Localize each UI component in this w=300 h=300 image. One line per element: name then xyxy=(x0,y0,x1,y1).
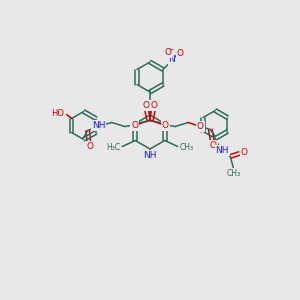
Text: O: O xyxy=(131,121,138,130)
Text: +: + xyxy=(172,54,178,59)
Text: NH: NH xyxy=(215,146,229,155)
Text: O: O xyxy=(197,122,204,131)
Text: HO: HO xyxy=(52,109,64,118)
Text: O: O xyxy=(142,101,149,110)
Text: O: O xyxy=(176,49,184,58)
Text: O: O xyxy=(151,101,158,110)
Text: NH: NH xyxy=(92,121,106,130)
Text: O: O xyxy=(86,142,93,151)
Text: O: O xyxy=(241,148,248,157)
Text: H₃C: H₃C xyxy=(106,143,120,152)
Text: N: N xyxy=(169,55,176,64)
Text: O: O xyxy=(162,121,169,130)
Text: CH₃: CH₃ xyxy=(180,143,194,152)
Text: CH₃: CH₃ xyxy=(226,169,240,178)
Text: NH: NH xyxy=(143,152,157,160)
Text: O: O xyxy=(210,141,217,150)
Text: O: O xyxy=(164,48,172,57)
Text: −: − xyxy=(168,46,174,51)
